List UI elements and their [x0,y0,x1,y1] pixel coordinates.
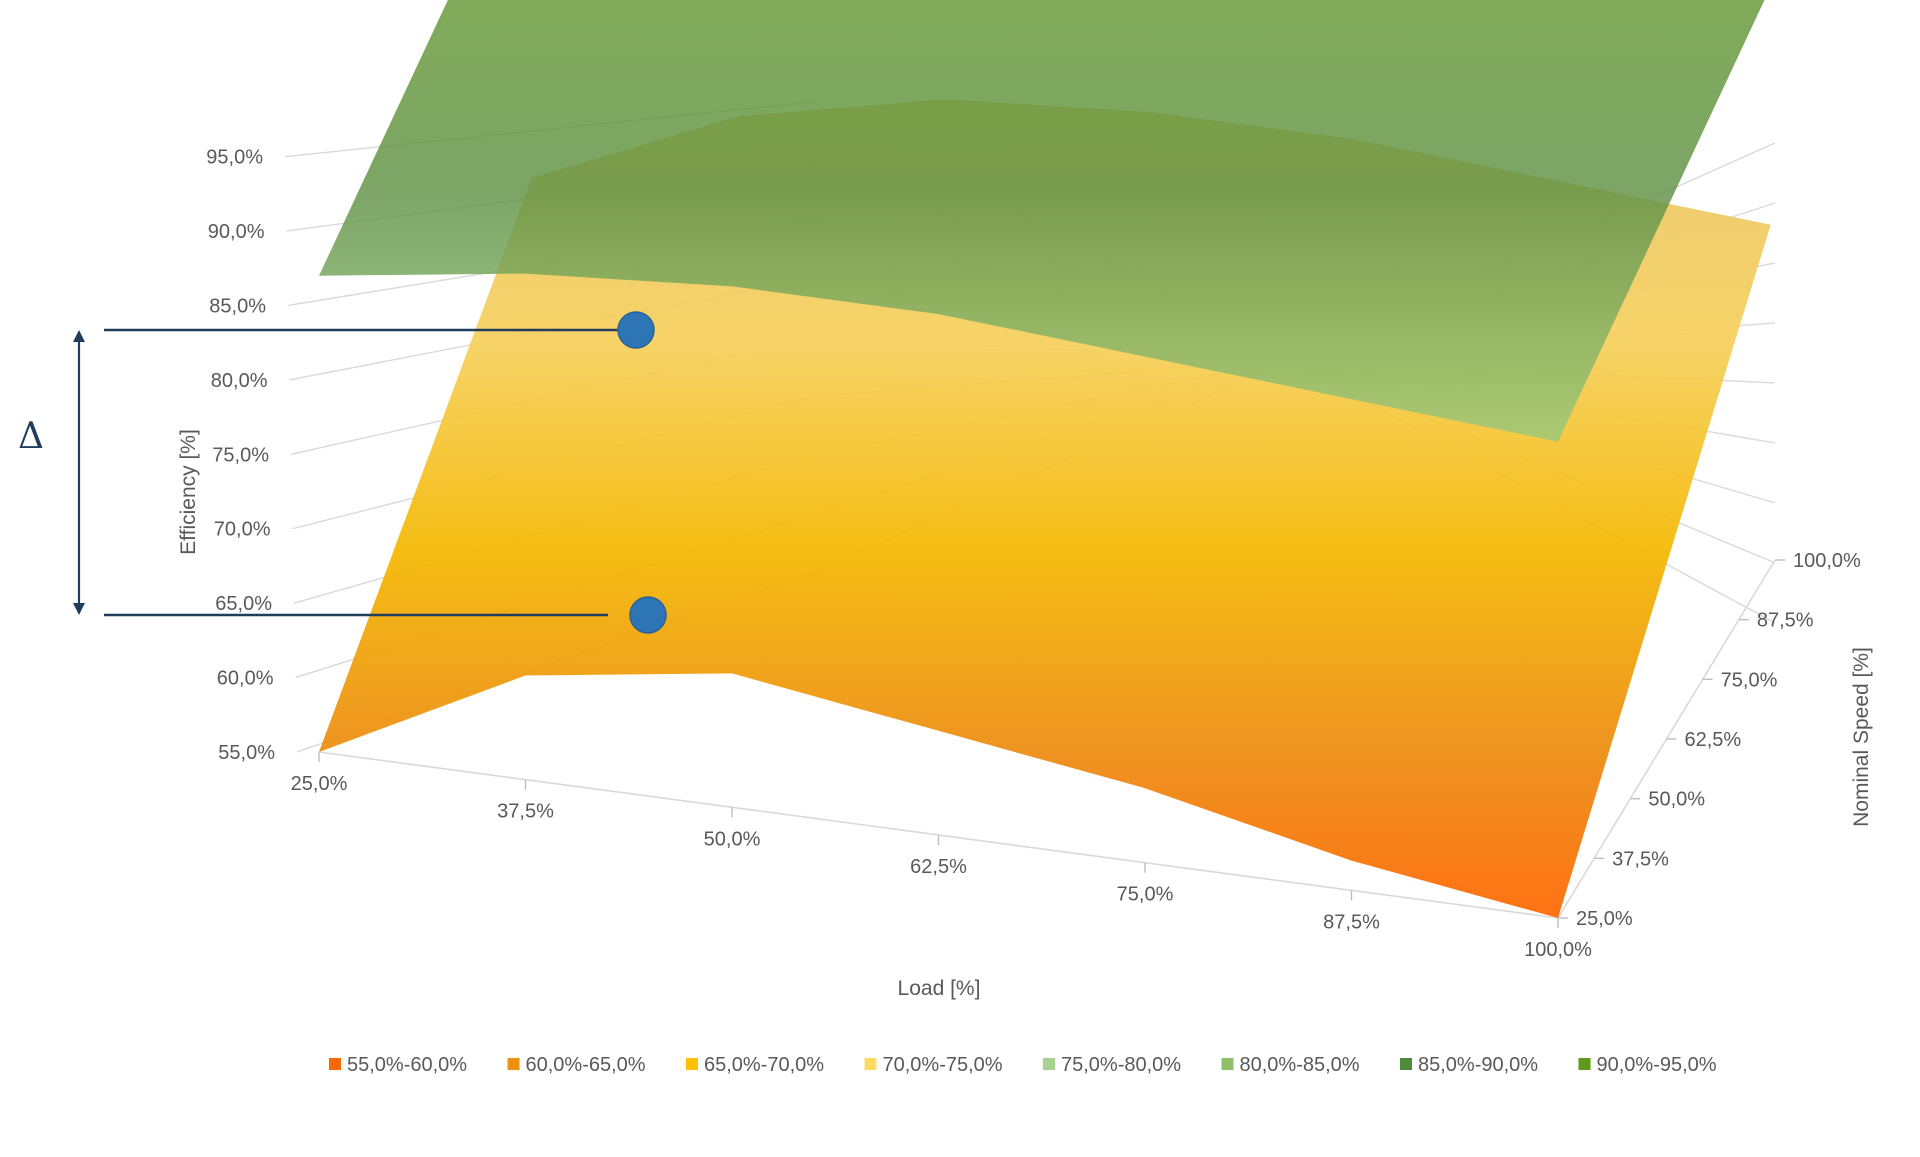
x-tick-label: 25,0% [291,773,348,795]
marker-lower [629,596,667,634]
legend-swatch [864,1058,877,1070]
legend-label: 85,0%-90,0% [1418,1054,1538,1076]
legend-label: 60,0%-65,0% [526,1054,646,1076]
z-tick-label: 70,0% [214,519,271,541]
x-tick-label: 87,5% [1323,911,1380,933]
delta-annotation: Δ [18,311,667,634]
legend-label: 55,0%-60,0% [347,1054,467,1076]
legend-label: 80,0%-85,0% [1240,1054,1360,1076]
y-tick-label: 37,5% [1612,848,1669,870]
surfaces [319,0,1771,919]
delta-symbol: Δ [18,416,44,457]
x-tick-label: 75,0% [1117,884,1174,906]
delta-arrow-head-top [73,330,85,342]
x-tick-label: 37,5% [497,801,554,823]
axes: Efficiency [%] Load [%] Nominal Speed [%… [177,429,1873,1000]
y-tick-label: 100,0% [1793,550,1861,572]
z-axis-title: Efficiency [%] [177,429,200,555]
legend-label: 70,0%-75,0% [883,1054,1003,1076]
z-tick-label: 95,0% [206,147,263,169]
z-tick-label: 80,0% [211,370,268,392]
x-tick-label: 62,5% [910,856,967,878]
upper-efficiency-surface [319,0,1765,442]
z-tick-label: 75,0% [212,444,269,466]
delta-arrow-head-bottom [73,603,85,615]
y-tick-label: 25,0% [1576,908,1633,930]
legend-swatch [1043,1058,1055,1070]
y-tick-label: 75,0% [1721,669,1778,691]
x-tick-label: 100,0% [1524,939,1592,961]
marker-upper [617,311,655,349]
legend-label: 90,0%-95,0% [1597,1054,1717,1076]
y-tick-label: 87,5% [1757,610,1814,632]
z-tick-label: 65,0% [215,593,272,615]
z-tick-label: 55,0% [218,742,275,764]
y-axis-title: Nominal Speed [%] [1850,647,1873,827]
x-tick-label: 50,0% [704,828,761,850]
legend-swatch [686,1058,698,1070]
z-tick-label: 90,0% [208,221,265,243]
legend-swatch [1221,1058,1234,1070]
legend-swatch [507,1058,520,1070]
legend-swatch [1400,1058,1412,1070]
legend-swatch [329,1058,341,1070]
legend: 55,0%-60,0% 60,0%-65,0% 65,0%-70,0% 70,0%-7… [329,1054,1717,1076]
z-tick-label: 85,0% [209,295,266,317]
y-tick-label: 50,0% [1648,789,1705,811]
legend-label: 75,0%-80,0% [1061,1054,1181,1076]
y-tick-label: 62,5% [1685,729,1742,751]
legend-label: 65,0%-70,0% [704,1054,824,1076]
z-tick-label: 60,0% [217,668,274,690]
x-axis-title: Load [%] [898,977,981,1000]
legend-swatch [1578,1058,1591,1070]
